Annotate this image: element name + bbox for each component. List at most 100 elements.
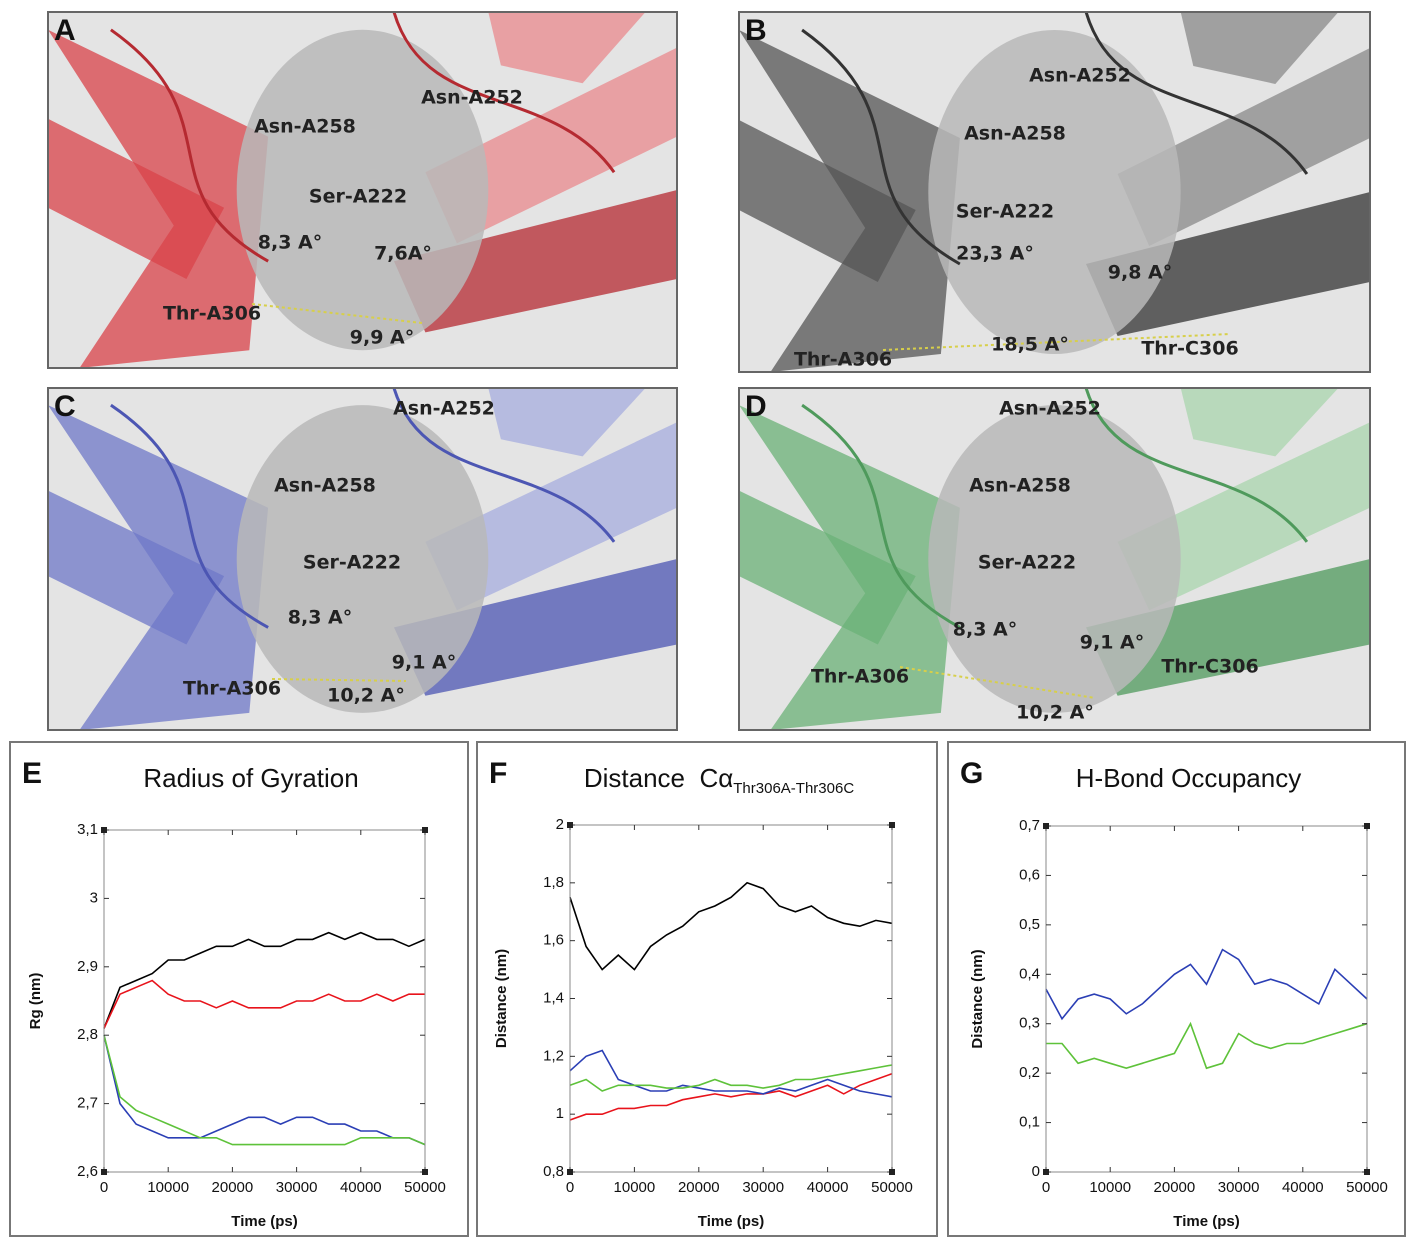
residue-label: 10,2 A° xyxy=(1016,702,1094,724)
panel-letter: G xyxy=(960,757,983,790)
residue-label: Ser-A222 xyxy=(956,201,1054,223)
residue-label: Asn-A258 xyxy=(274,475,376,497)
y-tick-label: 0,4 xyxy=(1019,965,1040,982)
x-tick-label: 50000 xyxy=(1346,1179,1388,1196)
residue-label: Thr-A306 xyxy=(183,678,281,700)
chart-frame xyxy=(10,742,468,1236)
y-tick-label: 3,1 xyxy=(77,821,98,838)
y-axis-label: Distance (nm) xyxy=(969,949,986,1048)
residue-label: Asn-A252 xyxy=(999,398,1101,420)
chart-title: H-Bond Occupancy xyxy=(1076,763,1301,793)
corner-marker xyxy=(101,827,107,833)
corner-marker xyxy=(567,822,573,828)
x-tick-label: 0 xyxy=(1042,1179,1050,1196)
x-tick-label: 30000 xyxy=(742,1179,784,1196)
residue-label: Asn-A258 xyxy=(964,123,1066,145)
figure: A Asn-A252 Asn-A258 Ser-A222 8,3 A° 7,6A° Thr-… xyxy=(0,0,1415,1237)
y-tick-label: 2,9 xyxy=(77,958,98,975)
x-tick-label: 10000 xyxy=(147,1179,189,1196)
y-tick-label: 2,8 xyxy=(77,1026,98,1043)
residue-label: 10,2 A° xyxy=(327,685,405,707)
residue-label: Thr-A306 xyxy=(811,666,909,688)
y-tick-label: 0,3 xyxy=(1019,1015,1040,1032)
residue-label: 9,9 A° xyxy=(350,327,414,349)
x-tick-label: 30000 xyxy=(276,1179,318,1196)
residue-label: Asn-A252 xyxy=(393,398,495,420)
residue-label: 23,3 A° xyxy=(956,243,1034,265)
y-tick-label: 0,1 xyxy=(1019,1114,1040,1131)
y-tick-label: 1,4 xyxy=(543,989,564,1006)
corner-marker xyxy=(889,1169,895,1175)
corner-marker xyxy=(1043,1169,1049,1175)
y-tick-label: 3 xyxy=(90,889,98,906)
x-tick-label: 20000 xyxy=(1154,1179,1196,1196)
chart-frame xyxy=(948,742,1405,1236)
y-tick-label: 0,6 xyxy=(1019,866,1040,883)
y-axis-label: Rg (nm) xyxy=(27,973,44,1030)
residue-label: Asn-A252 xyxy=(421,87,523,109)
corner-marker xyxy=(1364,1169,1370,1175)
x-tick-label: 50000 xyxy=(871,1179,913,1196)
chart-title: Radius of Gyration xyxy=(143,763,358,793)
corner-marker xyxy=(889,822,895,828)
y-tick-label: 1,6 xyxy=(543,932,564,949)
x-tick-label: 40000 xyxy=(1282,1179,1324,1196)
y-tick-label: 0,2 xyxy=(1019,1064,1040,1081)
x-tick-label: 20000 xyxy=(212,1179,254,1196)
y-tick-label: 0,7 xyxy=(1019,817,1040,834)
y-tick-label: 1,2 xyxy=(543,1047,564,1064)
residue-label: 7,6A° xyxy=(374,243,432,265)
x-tick-label: 10000 xyxy=(1089,1179,1131,1196)
corner-marker xyxy=(422,827,428,833)
y-tick-label: 0,8 xyxy=(543,1163,564,1180)
panel-letter: B xyxy=(745,14,767,47)
panel-letter: A xyxy=(54,14,76,47)
chart-title-main: Distance Cα xyxy=(584,763,733,793)
chart-title-main: H-Bond Occupancy xyxy=(1076,763,1301,793)
residue-label: 8,3 A° xyxy=(258,232,322,254)
residue-label: Thr-C306 xyxy=(1161,656,1258,678)
corner-marker xyxy=(1364,823,1370,829)
y-tick-label: 1 xyxy=(556,1105,564,1122)
residue-label: Asn-A258 xyxy=(254,116,356,138)
y-tick-label: 2,7 xyxy=(77,1095,98,1112)
x-tick-label: 30000 xyxy=(1218,1179,1260,1196)
residue-label: Asn-A252 xyxy=(1029,65,1131,87)
residue-label: 8,3 A° xyxy=(953,619,1017,641)
x-axis-label: Time (ps) xyxy=(1173,1213,1239,1230)
y-tick-label: 0,5 xyxy=(1019,916,1040,933)
x-tick-label: 10000 xyxy=(614,1179,656,1196)
x-tick-label: 40000 xyxy=(807,1179,849,1196)
residue-label: 9,8 A° xyxy=(1108,262,1172,284)
y-tick-label: 2,6 xyxy=(77,1163,98,1180)
residue-label: 18,5 A° xyxy=(991,334,1069,356)
x-axis-label: Time (ps) xyxy=(231,1213,297,1230)
y-axis-label: Distance (nm) xyxy=(493,949,510,1048)
x-tick-label: 0 xyxy=(566,1179,574,1196)
residue-label: Ser-A222 xyxy=(978,552,1076,574)
panel-letter: E xyxy=(22,757,42,790)
chart-title-main: Radius of Gyration xyxy=(143,763,358,793)
y-tick-label: 1,8 xyxy=(543,874,564,891)
corner-marker xyxy=(1043,823,1049,829)
panel-letter: D xyxy=(745,390,767,423)
corner-marker xyxy=(101,1169,107,1175)
residue-label: Thr-C306 xyxy=(1141,338,1238,360)
y-tick-label: 0 xyxy=(1032,1163,1040,1180)
residue-label: Thr-A306 xyxy=(794,349,892,371)
corner-marker xyxy=(567,1169,573,1175)
x-tick-label: 20000 xyxy=(678,1179,720,1196)
x-tick-label: 40000 xyxy=(340,1179,382,1196)
panel-letter: C xyxy=(54,390,76,423)
residue-label: Asn-A258 xyxy=(969,475,1071,497)
residue-label: 9,1 A° xyxy=(1080,632,1144,654)
panel-letter: F xyxy=(489,757,507,790)
residue-label: Ser-A222 xyxy=(309,186,407,208)
residue-label: Ser-A222 xyxy=(303,552,401,574)
y-tick-label: 2 xyxy=(556,816,564,833)
corner-marker xyxy=(422,1169,428,1175)
x-tick-label: 50000 xyxy=(404,1179,446,1196)
residue-label: 9,1 A° xyxy=(392,652,456,674)
residue-label: 8,3 A° xyxy=(288,607,352,629)
x-tick-label: 0 xyxy=(100,1179,108,1196)
